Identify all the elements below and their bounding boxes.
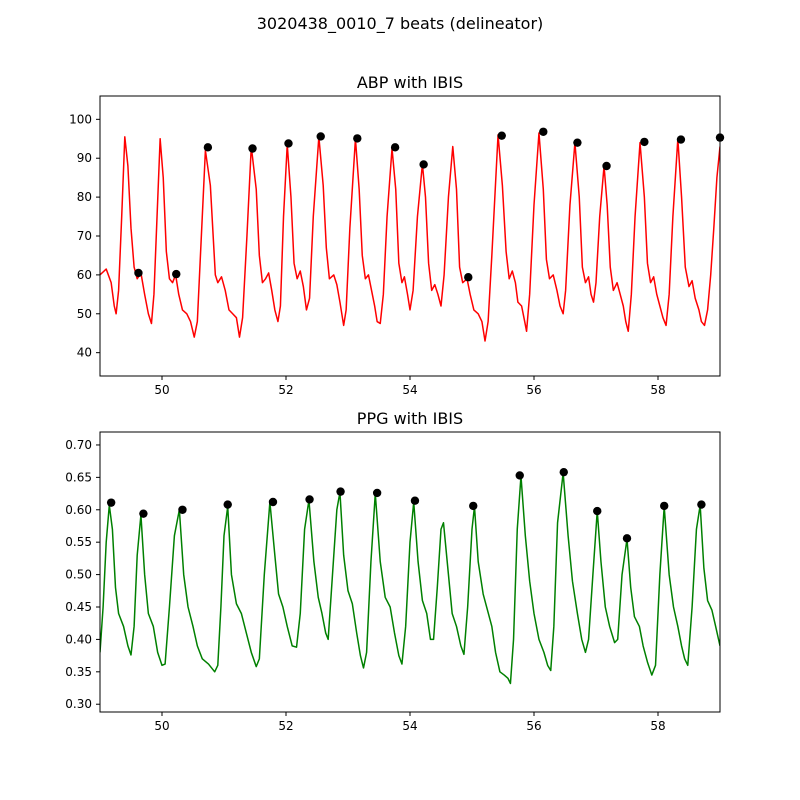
ppg-beat-marker (336, 487, 345, 496)
ppg-beat-marker (660, 501, 669, 511)
ppg-y-tick-label: 0.65 (65, 470, 92, 484)
abp-y-tick-label: 50 (77, 307, 92, 321)
ppg-x-tick-label: 54 (402, 719, 417, 733)
ppg-beat-marker (697, 500, 706, 509)
ppg-y-tick-label: 0.35 (65, 665, 92, 679)
ppg-y-tick-label: 0.40 (65, 632, 92, 646)
ppg-beat-marker (178, 505, 187, 514)
ppg-beat-marker (593, 506, 602, 516)
ppg-beat-marker (223, 500, 232, 509)
ppg-chart-title: PPG with IBIS (357, 409, 463, 428)
abp-x-tick-label: 58 (650, 383, 665, 397)
abp-beat-marker (573, 138, 582, 147)
ppg-y-tick-label: 0.70 (65, 438, 92, 452)
abp-chart: ABP with IBIS 50 52 54 56 58 40 50 60 70 80 90 100 (69, 73, 725, 397)
abp-y-tick-label: 70 (77, 229, 92, 243)
ppg-signal-line (100, 472, 720, 685)
abp-beat-marker (464, 273, 473, 282)
abp-beat-marker (134, 268, 143, 278)
ppg-y-tick-label: 0.50 (65, 568, 92, 582)
ppg-y-tick-label: 0.30 (65, 697, 92, 711)
ppg-beat-marker (106, 498, 116, 507)
abp-beat-marker (172, 269, 181, 279)
ppg-x-tick-label: 50 (154, 719, 169, 733)
abp-x-tick-label: 50 (154, 383, 169, 397)
ppg-x-tick-label: 56 (526, 719, 541, 733)
abp-x-tick-label: 54 (402, 383, 417, 397)
abp-y-tick-label: 90 (77, 151, 92, 165)
abp-beat-marker (390, 143, 400, 152)
abp-signal-line (100, 132, 720, 342)
abp-y-tick-label: 80 (77, 190, 92, 204)
abp-beat-marker (676, 135, 686, 144)
ppg-y-tick-label: 0.45 (65, 600, 92, 614)
ppg-beat-marker (622, 534, 632, 543)
abp-beat-marker (316, 132, 325, 141)
ppg-x-tick-label: 58 (650, 719, 665, 733)
ppg-beat-marker (410, 496, 420, 505)
ppg-y-tick-label: 0.55 (65, 535, 92, 549)
abp-x-tick-label: 56 (526, 383, 541, 397)
ppg-chart: PPG with IBIS 50 52 54 56 58 0.30 0.35 0.40 0.45… (65, 409, 721, 733)
ppg-beat-marker (515, 471, 524, 480)
abp-beat-marker (640, 137, 649, 147)
abp-y-tick-label: 100 (69, 112, 92, 126)
abp-beat-marker (248, 144, 257, 153)
figure-suptitle: 3020438_0010_7 beats (delineator) (257, 14, 544, 34)
ppg-y-tick-label: 0.60 (65, 503, 92, 517)
ppg-beat-marker (268, 497, 278, 507)
ppg-beat-marker (469, 501, 478, 511)
abp-beat-marker (539, 127, 548, 136)
ppg-beat-marker (372, 488, 382, 498)
abp-beat-marker (602, 161, 611, 171)
abp-x-tick-label: 52 (278, 383, 293, 397)
abp-beat-marker (353, 134, 362, 143)
ppg-beat-marker (305, 495, 314, 504)
ppg-x-tick-label: 52 (278, 719, 293, 733)
ppg-axes-frame (99, 431, 721, 713)
abp-beat-marker (284, 139, 293, 148)
abp-beat-marker (203, 143, 213, 152)
ppg-beat-marker (139, 509, 148, 518)
abp-y-tick-label: 60 (77, 268, 92, 282)
abp-beat-marker (497, 131, 506, 140)
abp-chart-title: ABP with IBIS (357, 73, 463, 92)
ppg-beat-marker (559, 467, 568, 477)
abp-beat-marker (419, 160, 428, 169)
abp-y-tick-label: 40 (77, 346, 92, 360)
